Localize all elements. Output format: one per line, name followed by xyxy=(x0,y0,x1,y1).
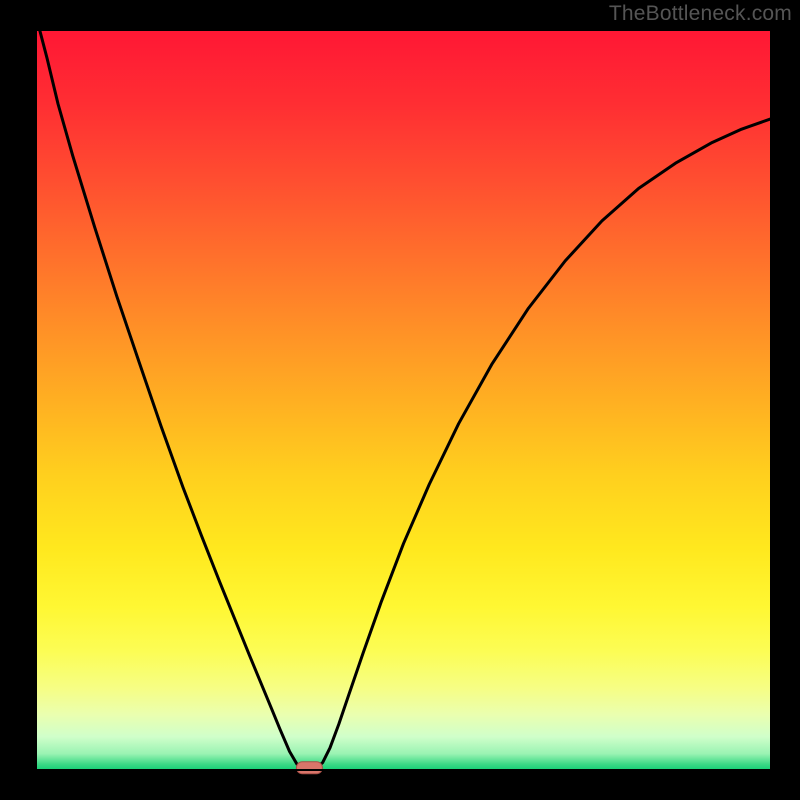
optimal-marker xyxy=(296,762,322,774)
plot-background xyxy=(36,30,771,770)
bottleneck-chart xyxy=(0,0,800,800)
chart-container: TheBottleneck.com xyxy=(0,0,800,800)
